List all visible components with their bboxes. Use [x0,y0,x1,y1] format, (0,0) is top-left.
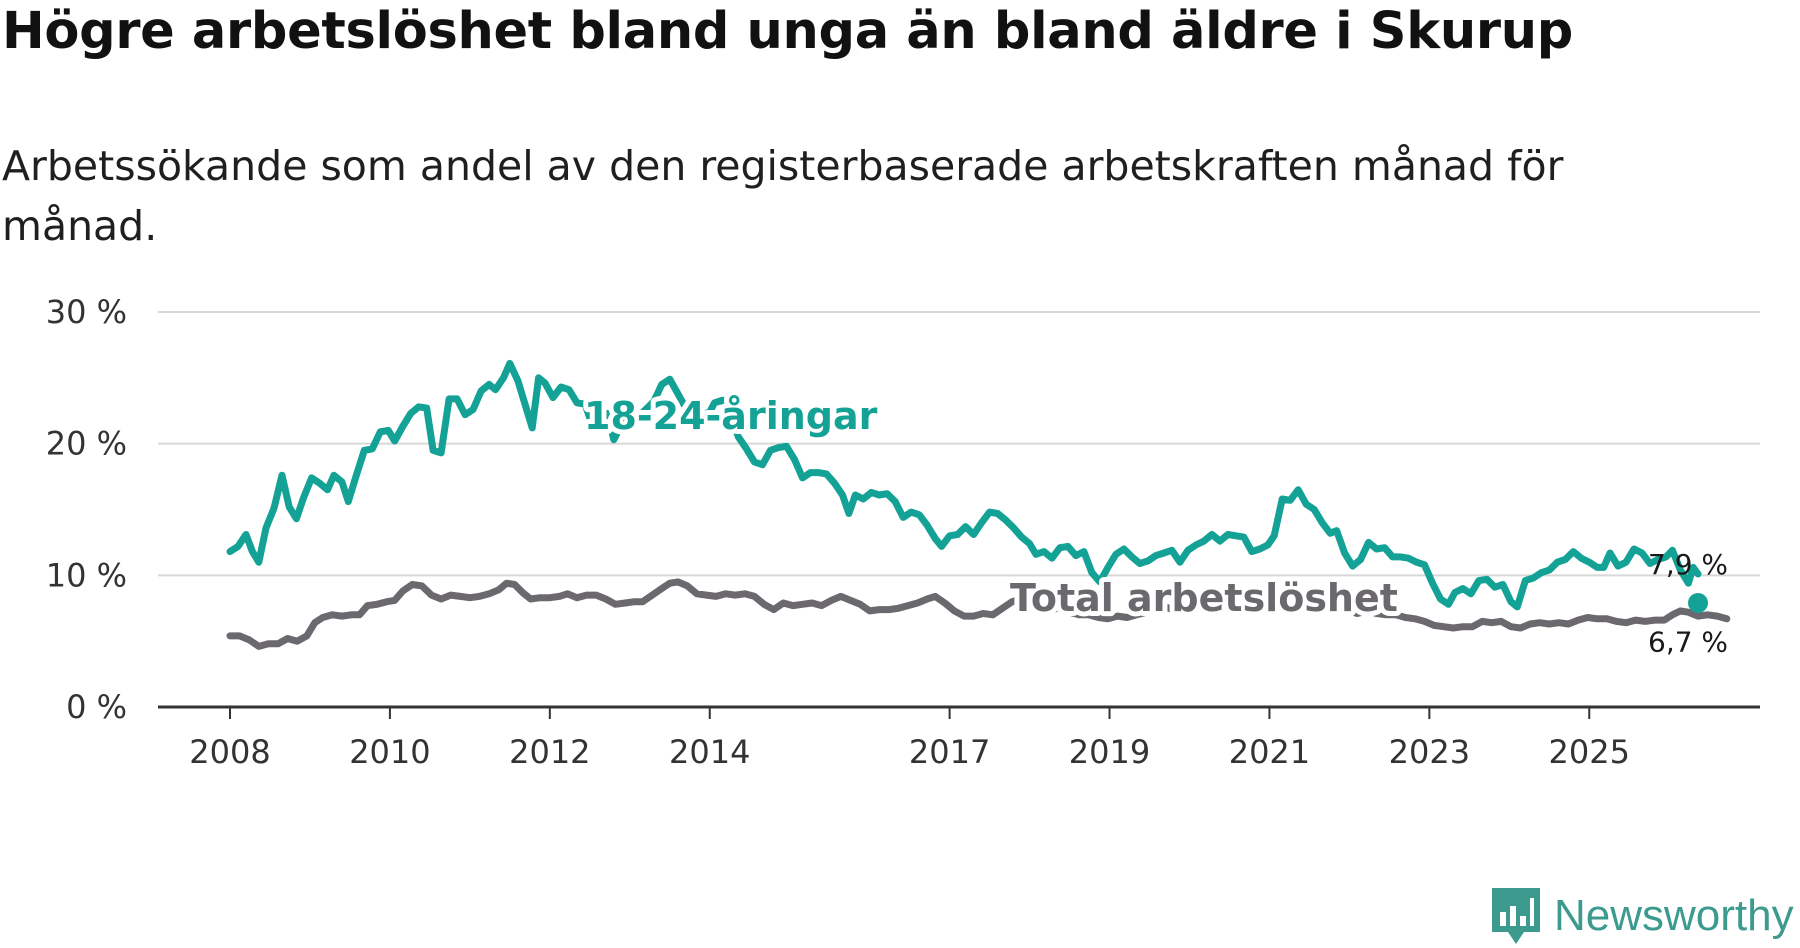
total-end-label: 6,7 % [1648,626,1728,659]
line-chart: 0 % 10 % 20 % 30 % 2008 2010 2012 2014 2017 2019… [46,293,1760,771]
y-tick-label: 20 % [46,425,127,463]
x-tick-label: 2021 [1229,733,1310,771]
gridlines [158,311,1760,709]
newsworthy-logo: Newsworthy [1490,886,1794,946]
series-lines [226,359,1731,650]
series-line [226,578,1731,650]
x-tick-label: 2010 [349,733,430,771]
brand-name: Newsworthy [1554,891,1794,940]
y-tick-label: 30 % [46,293,127,331]
series-labels: 18-24-åringar Total arbetslöshet 7,9 % 6,7 … [579,389,1728,659]
x-tick-label: 2023 [1389,733,1470,771]
chart-subtitle: Arbetssökande som andel av den registerb… [2,142,1564,250]
series-label-youth: 18-24-åringar [584,394,878,438]
x-tick-label: 2019 [1069,733,1150,771]
chart-logo-icon [1492,888,1540,944]
y-tick-label: 10 % [46,556,127,594]
youth-end-marker [1688,592,1708,613]
x-tick-label: 2017 [909,733,990,771]
chart-title: Högre arbetslöshet bland unga än bland ä… [2,2,1573,61]
series-label-total: Total arbetslöshet [1010,576,1398,620]
x-tick-label: 2025 [1549,733,1630,771]
x-tick-label: 2012 [509,733,590,771]
youth-end-label: 7,9 % [1648,548,1728,581]
y-axis-ticks: 0 % 10 % 20 % 30 % [46,293,127,726]
x-tick-label: 2008 [189,733,270,771]
y-tick-label: 0 % [66,688,127,726]
x-axis-ticks: 2008 2010 2012 2014 2017 2019 2021 2023 2025 [189,707,1630,771]
x-tick-label: 2014 [669,733,750,771]
series-line [226,359,1702,611]
